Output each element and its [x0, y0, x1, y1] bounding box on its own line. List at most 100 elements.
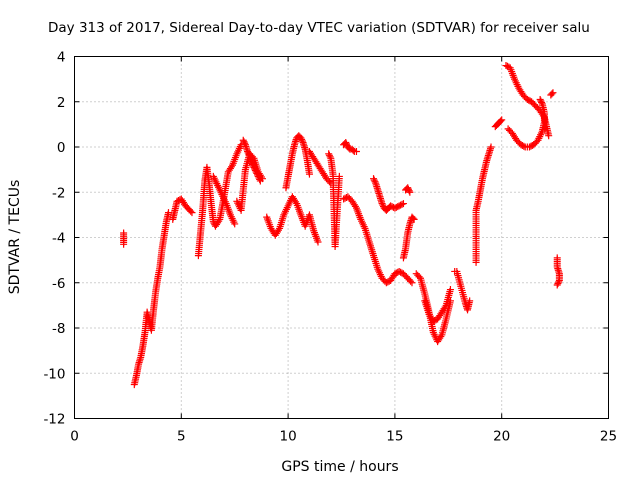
x-tick-label: 0: [70, 429, 79, 445]
y-tick-label: 2: [57, 95, 66, 111]
data-point: [498, 116, 506, 124]
data-point: [549, 89, 557, 97]
series-arc-g: [239, 136, 264, 185]
data-point: [326, 153, 334, 161]
data-point: [251, 165, 259, 173]
data-point: [249, 162, 257, 170]
data-point: [404, 185, 412, 193]
y-tick-label: -12: [43, 412, 65, 428]
series-arc-m: [340, 193, 416, 287]
data-point: [256, 175, 264, 183]
data-point: [298, 135, 306, 143]
data-point: [325, 178, 333, 186]
data-point: [406, 188, 414, 196]
series-arc-d: [194, 141, 245, 260]
data-point: [342, 138, 350, 146]
x-axis-title: GPS time / hours: [281, 459, 398, 475]
data-point: [349, 146, 357, 154]
data-point: [325, 150, 333, 158]
y-tick-label: 4: [57, 50, 66, 66]
data-point: [187, 207, 195, 215]
data-point: [446, 286, 454, 294]
data-point: [240, 138, 248, 146]
data-point: [164, 209, 172, 217]
data-point: [487, 143, 495, 151]
data-points: [120, 62, 563, 389]
data-point: [305, 170, 313, 178]
data-point: [188, 209, 196, 217]
series-arc-e: [209, 172, 239, 228]
data-point: [405, 187, 413, 195]
data-point: [351, 202, 359, 210]
data-point: [325, 151, 333, 159]
x-tick-label: 25: [600, 429, 617, 445]
y-tick-label: -2: [52, 185, 65, 201]
series-arc-x: [547, 89, 557, 99]
data-point: [215, 217, 223, 225]
data-point: [244, 148, 252, 156]
data-point: [239, 136, 247, 144]
data-point: [250, 163, 258, 171]
series-arc-y: [553, 254, 563, 289]
data-point: [244, 149, 252, 157]
data-point: [553, 281, 561, 289]
data-point: [248, 159, 256, 167]
y-tick-label: 0: [57, 140, 66, 156]
series-arc-k: [325, 150, 343, 251]
data-point: [441, 303, 449, 311]
data-point: [335, 172, 343, 180]
data-point: [255, 174, 263, 182]
data-point: [409, 214, 417, 222]
series-arc-p: [402, 184, 414, 196]
series-arc-h: [263, 193, 322, 246]
series-arc-s: [451, 267, 474, 314]
series-arc-l: [340, 138, 360, 156]
y-tick-label: -8: [52, 321, 65, 337]
data-point: [254, 172, 262, 180]
data-point: [227, 163, 235, 171]
y-axis-title: SDTVAR / TECUs: [7, 180, 23, 295]
series-arc-t: [472, 143, 495, 266]
y-tick-label: -6: [52, 276, 65, 292]
axis-ticks: 0 5 10 15 20 25 -12 -10 -8 -6 -4 -2 0 2 4: [43, 50, 617, 445]
data-point: [120, 240, 128, 248]
series-arc-a: [120, 229, 128, 248]
series-arc-o: [399, 213, 418, 262]
series-arc-v: [502, 62, 553, 140]
data-point: [231, 220, 239, 228]
data-point: [253, 169, 261, 177]
data-point: [249, 160, 256, 168]
x-tick-label: 20: [493, 429, 510, 445]
data-point: [256, 177, 264, 185]
series-arc-b: [130, 209, 172, 389]
x-tick-label: 5: [177, 429, 186, 445]
series-arc-u: [491, 116, 506, 131]
data-point: [371, 178, 379, 186]
data-point: [437, 332, 445, 340]
data-point: [554, 280, 562, 288]
data-point: [253, 171, 261, 179]
data-point: [555, 278, 563, 286]
series-arc-r: [421, 286, 454, 325]
data-point: [252, 168, 260, 176]
data-point: [297, 134, 305, 142]
data-point: [342, 140, 350, 148]
series-arc-w: [504, 95, 548, 151]
data-point: [274, 226, 282, 234]
data-point: [404, 184, 412, 192]
x-tick-label: 15: [386, 429, 403, 445]
data-point: [241, 139, 249, 147]
data-point: [292, 198, 300, 206]
data-point: [345, 144, 353, 152]
data-point: [407, 277, 415, 285]
series-arc-i: [282, 132, 313, 192]
data-point: [555, 276, 563, 284]
y-tick-label: -4: [52, 231, 65, 247]
grid: [74, 56, 609, 419]
data-point: [545, 132, 553, 140]
data-point: [538, 100, 546, 108]
chart-title: Day 313 of 2017, Sidereal Day-to-day VTE…: [48, 20, 590, 36]
x-tick-label: 10: [280, 429, 297, 445]
data-point: [314, 238, 322, 246]
